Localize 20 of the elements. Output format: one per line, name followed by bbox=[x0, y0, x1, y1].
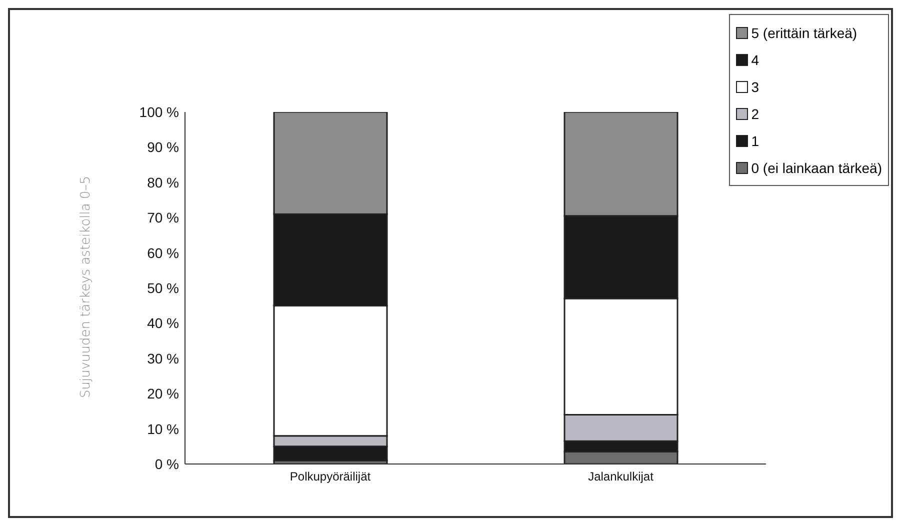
y-tick-label: 10 % bbox=[147, 420, 179, 437]
y-tick-label: 40 % bbox=[147, 315, 179, 332]
y-tick-label: 60 % bbox=[147, 244, 179, 261]
y-tick-label: 90 % bbox=[147, 139, 179, 156]
y-tick-label: 20 % bbox=[147, 386, 179, 402]
y-tick-label: 70 % bbox=[147, 210, 179, 226]
legend-label: 4 bbox=[751, 52, 760, 68]
legend-label: 5 (erittäin tärkeä) bbox=[751, 24, 858, 40]
legend-label: 0 (ei lainkaan tärkeä) bbox=[751, 160, 882, 176]
legend-label: 2 bbox=[751, 106, 760, 122]
x-tick-label: Polkupyöräilijät bbox=[290, 470, 372, 484]
y-tick-label: 80 % bbox=[147, 174, 179, 190]
x-tick-label: Jalankulkijat bbox=[588, 470, 654, 484]
y-tick-label: 30 % bbox=[147, 350, 179, 366]
y-axis-title: Sujuvuuden tärkeys asteikolla 0–5 bbox=[78, 176, 94, 398]
legend-label: 1 bbox=[751, 132, 760, 148]
y-tick-label: 50 % bbox=[147, 280, 179, 296]
y-tick-label: 0 % bbox=[154, 456, 179, 472]
legend-label: 3 bbox=[751, 78, 760, 94]
y-tick-label: 100 % bbox=[139, 104, 179, 120]
